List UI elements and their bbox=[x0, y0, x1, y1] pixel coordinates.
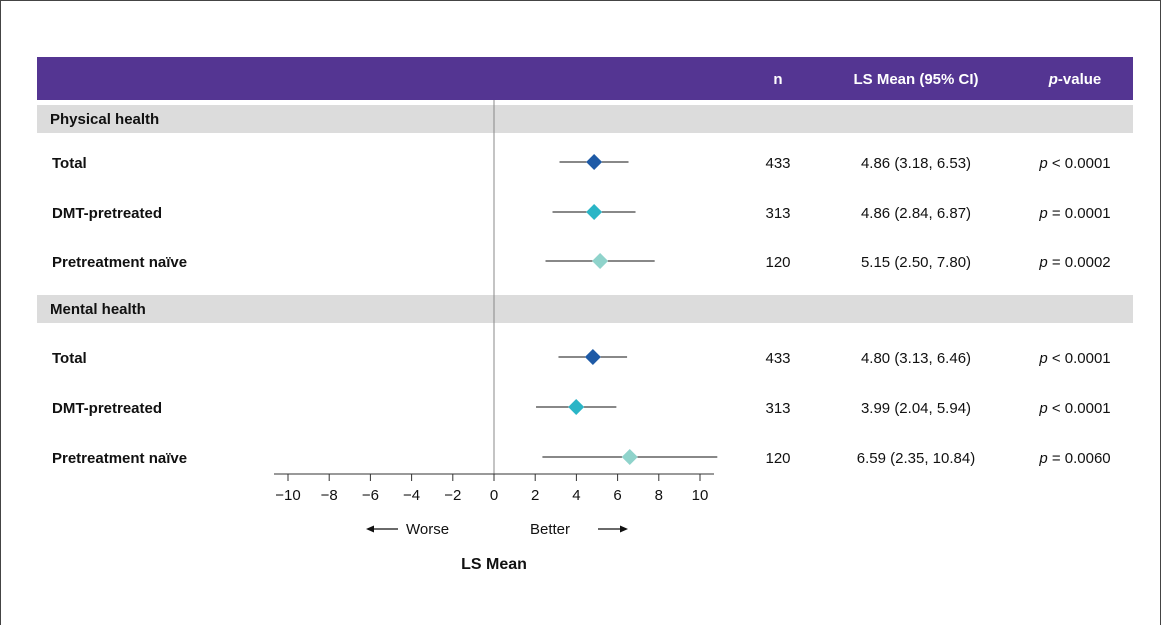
x-tick-label: −6 bbox=[362, 487, 379, 504]
point-estimate-marker bbox=[586, 204, 603, 220]
point-estimate-marker bbox=[592, 253, 609, 269]
row-p-text: < 0.0001 bbox=[1048, 400, 1111, 417]
row-p-var: p bbox=[1038, 450, 1047, 467]
section-band-physical bbox=[37, 105, 1133, 133]
x-tick-label: 0 bbox=[490, 487, 498, 504]
column-header-p-suffix: -value bbox=[1058, 71, 1101, 88]
row-p-text: = 0.0002 bbox=[1048, 254, 1111, 271]
row-p: p < 0.0001 bbox=[1038, 155, 1110, 172]
row-p: p = 0.0001 bbox=[1038, 205, 1110, 222]
row-p-var: p bbox=[1038, 205, 1047, 222]
row-p: p = 0.0002 bbox=[1038, 254, 1110, 271]
row-p-var: p bbox=[1038, 254, 1047, 271]
row-p-var: p bbox=[1038, 400, 1047, 417]
row-n: 120 bbox=[765, 450, 790, 467]
x-tick-label: 4 bbox=[572, 487, 580, 504]
header-bar bbox=[37, 57, 1133, 100]
row-ci: 4.86 (3.18, 6.53) bbox=[861, 155, 971, 172]
row-label: DMT-pretreated bbox=[52, 400, 162, 417]
row-p-text: < 0.0001 bbox=[1048, 155, 1111, 172]
point-estimate-marker bbox=[584, 349, 601, 365]
row-label: Pretreatment naïve bbox=[52, 254, 187, 271]
row-ci: 5.15 (2.50, 7.80) bbox=[861, 254, 971, 271]
row-p: p = 0.0060 bbox=[1038, 450, 1110, 467]
point-estimate-marker bbox=[568, 399, 585, 415]
row-ci: 6.59 (2.35, 10.84) bbox=[857, 450, 975, 467]
section-band-mental bbox=[37, 295, 1133, 323]
x-tick-label: −8 bbox=[321, 487, 338, 504]
row-p-var: p bbox=[1038, 155, 1047, 172]
row-p-text: = 0.0001 bbox=[1048, 205, 1111, 222]
section-label-mental: Mental health bbox=[50, 301, 146, 318]
x-tick-label: −2 bbox=[444, 487, 461, 504]
direction-label-better: Better bbox=[530, 521, 570, 538]
x-tick-label: −4 bbox=[403, 487, 420, 504]
column-header-p-italic: p bbox=[1048, 71, 1058, 88]
column-header-n: n bbox=[773, 71, 782, 88]
row-p-var: p bbox=[1038, 350, 1047, 367]
x-tick-label: −10 bbox=[275, 487, 300, 504]
row-ci: 3.99 (2.04, 5.94) bbox=[861, 400, 971, 417]
row-n: 313 bbox=[765, 205, 790, 222]
point-estimate-marker bbox=[586, 154, 603, 170]
better-arrow-icon bbox=[598, 525, 628, 533]
column-header-p-value: p-value bbox=[1048, 71, 1102, 88]
row-p-text: = 0.0060 bbox=[1048, 450, 1111, 467]
direction-label-worse: Worse bbox=[406, 521, 449, 538]
x-tick-label: 10 bbox=[692, 487, 709, 504]
row-p-text: < 0.0001 bbox=[1048, 350, 1111, 367]
x-axis-ticks: −10 −8 −6 −4 −2 0 2 4 6 8 10 bbox=[275, 474, 708, 504]
row-p: p < 0.0001 bbox=[1038, 350, 1110, 367]
row-ci: 4.80 (3.13, 6.46) bbox=[861, 350, 971, 367]
x-tick-label: 6 bbox=[613, 487, 621, 504]
row-label: Total bbox=[52, 350, 87, 367]
column-header-ls-mean: LS Mean (95% CI) bbox=[853, 71, 978, 88]
row-n: 120 bbox=[765, 254, 790, 271]
row-n: 433 bbox=[765, 350, 790, 367]
forest-marks bbox=[536, 154, 718, 465]
section-label-physical: Physical health bbox=[50, 111, 159, 128]
worse-arrow-icon bbox=[366, 525, 398, 533]
row-label: Total bbox=[52, 155, 87, 172]
x-tick-label: 2 bbox=[531, 487, 539, 504]
row-n: 313 bbox=[765, 400, 790, 417]
row-ci: 4.86 (2.84, 6.87) bbox=[861, 205, 971, 222]
row-label: Pretreatment naïve bbox=[52, 450, 187, 467]
row-label: DMT-pretreated bbox=[52, 205, 162, 222]
row-p: p < 0.0001 bbox=[1038, 400, 1110, 417]
point-estimate-marker bbox=[621, 449, 638, 465]
x-axis-label: LS Mean bbox=[461, 556, 527, 573]
row-n: 433 bbox=[765, 155, 790, 172]
x-tick-label: 8 bbox=[655, 487, 663, 504]
